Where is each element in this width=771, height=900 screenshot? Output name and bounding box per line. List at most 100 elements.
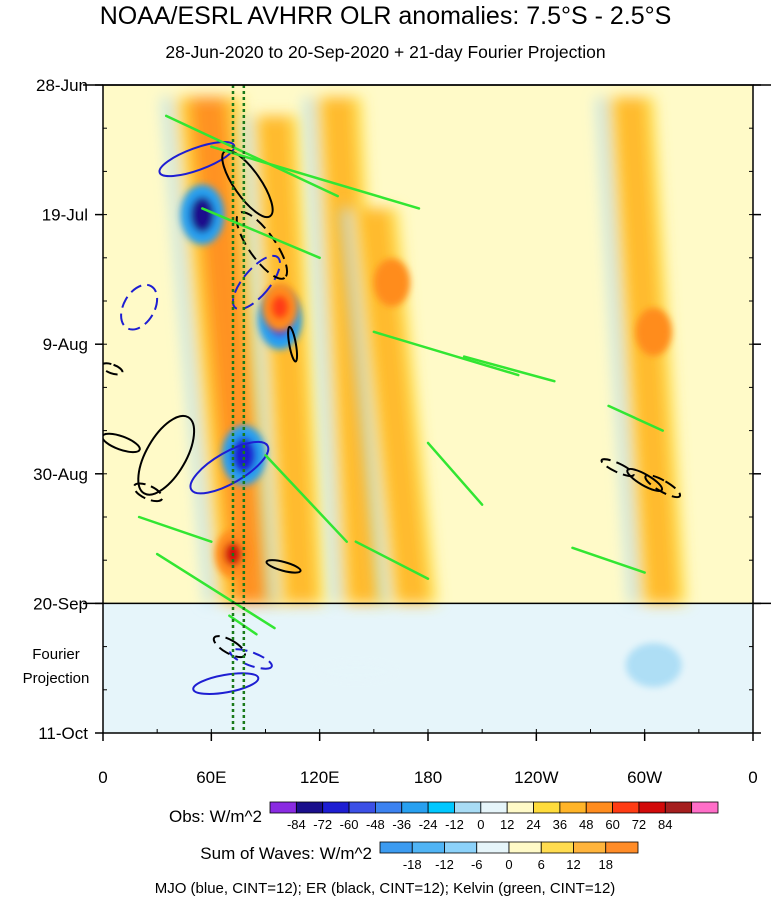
colorbar-tick-label: -18: [403, 857, 422, 872]
colorbar-tick-label: -6: [471, 857, 483, 872]
colorbar-tick-label: 84: [658, 817, 672, 832]
band-layer: [322, 97, 380, 604]
colorbar-box: [612, 801, 640, 814]
colorbar-box: [375, 801, 403, 814]
convective-band: [339, 208, 438, 604]
er-contour: [626, 467, 664, 492]
reference-lines: [231, 85, 246, 733]
blob-core: [190, 196, 215, 233]
kelvin-contour: [462, 355, 556, 383]
colorbar-tick-label: 6: [538, 857, 545, 872]
er-contour: [103, 362, 124, 376]
colorbar-box: [664, 801, 693, 814]
colorbar-box: [508, 841, 542, 854]
colorbar-tick-label: -72: [313, 817, 332, 832]
colorbar-tick-label: -84: [287, 817, 306, 832]
obs-colorbar: Obs: W/m^2 -84 -72 -60 -48 -36 -24 -12 0 12 24 36 48…: [169, 801, 719, 832]
colorbar-tick-label: 24: [526, 817, 540, 832]
y-tick-label: 9-Aug: [43, 335, 88, 354]
colorbar-label: Sum of Waves: W/m^2: [200, 844, 372, 863]
band-halo: [240, 115, 278, 604]
blob-core: [382, 270, 401, 295]
colorbar-tick-label: -12: [445, 817, 464, 832]
colorbar-box: [638, 801, 666, 814]
kelvin-contour: [201, 207, 321, 260]
suppressed-convection-blob: [373, 258, 410, 307]
kelvin-contour: [372, 330, 520, 377]
kelvin-contour: [210, 145, 421, 210]
colorbar-box: [585, 801, 613, 814]
projection-label: Fourier: [32, 646, 80, 663]
kelvin-contour: [354, 540, 430, 580]
colorbar-box: [476, 841, 510, 854]
suppressed-convection-blob: [635, 307, 672, 356]
chart-subtitle: 28-Jun-2020 to 20-Sep-2020 + 21-day Four…: [165, 42, 606, 62]
colorbar-tick-label: 12: [500, 817, 514, 832]
er-contour: [137, 414, 196, 496]
band-halo: [303, 97, 341, 604]
projection-patch: [625, 643, 682, 688]
y-axis: 28-Jun 19-Jul 9-Aug 30-Aug 20-Sep 11-Oct Fouri…: [23, 76, 761, 743]
colorbar-box: [559, 801, 587, 814]
projection-label: Projection: [23, 670, 90, 687]
colorbar-box: [480, 801, 508, 814]
x-tick-label: 120W: [514, 768, 558, 787]
colorbar-box: [427, 801, 455, 814]
x-tick-label: 0: [748, 768, 757, 787]
x-axis: 0 60E 120E 180 120W 60W 0: [98, 729, 758, 787]
blob-core: [644, 319, 663, 344]
colorbar-box: [506, 801, 534, 814]
x-tick-label: 60E: [196, 768, 226, 787]
colorbar-box: [691, 801, 719, 814]
kelvin-contour: [571, 546, 646, 574]
colorbar-tick-label: 0: [505, 857, 512, 872]
mjo-contour: [189, 440, 270, 495]
band-halo: [339, 208, 390, 604]
colorbar-box: [379, 841, 413, 854]
er-contour: [265, 559, 302, 574]
er-contour: [132, 482, 164, 503]
er-contour: [287, 325, 299, 363]
colorbar-tick-label: 18: [599, 857, 613, 872]
x-tick-label: 60W: [627, 768, 662, 787]
anomaly-blobs: [180, 184, 672, 579]
y-tick-label: 20-Sep: [33, 594, 88, 613]
band-halo: [596, 97, 639, 604]
er-contour: [103, 432, 141, 454]
colorbar-tick-label: 0: [477, 817, 484, 832]
x-tick-label: 180: [414, 768, 442, 787]
colorbar-tick-label: -24: [419, 817, 438, 832]
y-tick-label: 28-Jun: [36, 76, 88, 95]
mjo-contour: [231, 254, 281, 311]
band-layer: [358, 208, 429, 604]
colorbar-tick-label: -36: [392, 817, 411, 832]
waves-colorbar: Sum of Waves: W/m^2 -18 -12 -6 0 6 12 18: [200, 841, 639, 872]
mjo-contour: [192, 672, 260, 696]
enhanced-convection-blob: [180, 184, 225, 245]
colorbar-tick-label: 36: [553, 817, 567, 832]
wave-legend: MJO (blue, CINT=12); ER (black, CINT=12)…: [155, 880, 616, 897]
colorbar-box: [401, 801, 429, 814]
colorbar-box: [454, 801, 482, 814]
kelvin-contour: [607, 404, 664, 432]
chart-title: NOAA/ESRL AVHRR OLR anomalies: 7.5°S - 2…: [99, 2, 672, 30]
colorbar-tick-label: -48: [366, 817, 385, 832]
blob-core: [270, 295, 289, 320]
colorbar-tick-label: -12: [435, 857, 454, 872]
kelvin-contour: [155, 552, 276, 630]
colorbar-box: [411, 841, 445, 854]
colorbar-tick-label: 72: [632, 817, 646, 832]
kelvin-contour: [264, 454, 348, 543]
kelvin-contour: [164, 114, 339, 198]
colorbar-tick-label: 60: [605, 817, 619, 832]
er-contour: [600, 458, 635, 478]
y-tick-label: 11-Oct: [38, 724, 88, 743]
y-tick-label: 30-Aug: [33, 465, 88, 484]
y-tick-label: 19-Jul: [42, 206, 88, 225]
colorbar-tick-label: 48: [579, 817, 593, 832]
er-contour: [644, 474, 682, 499]
band-halo: [161, 97, 216, 604]
x-tick-label: 120E: [300, 768, 340, 787]
x-tick-label: 0: [98, 768, 107, 787]
